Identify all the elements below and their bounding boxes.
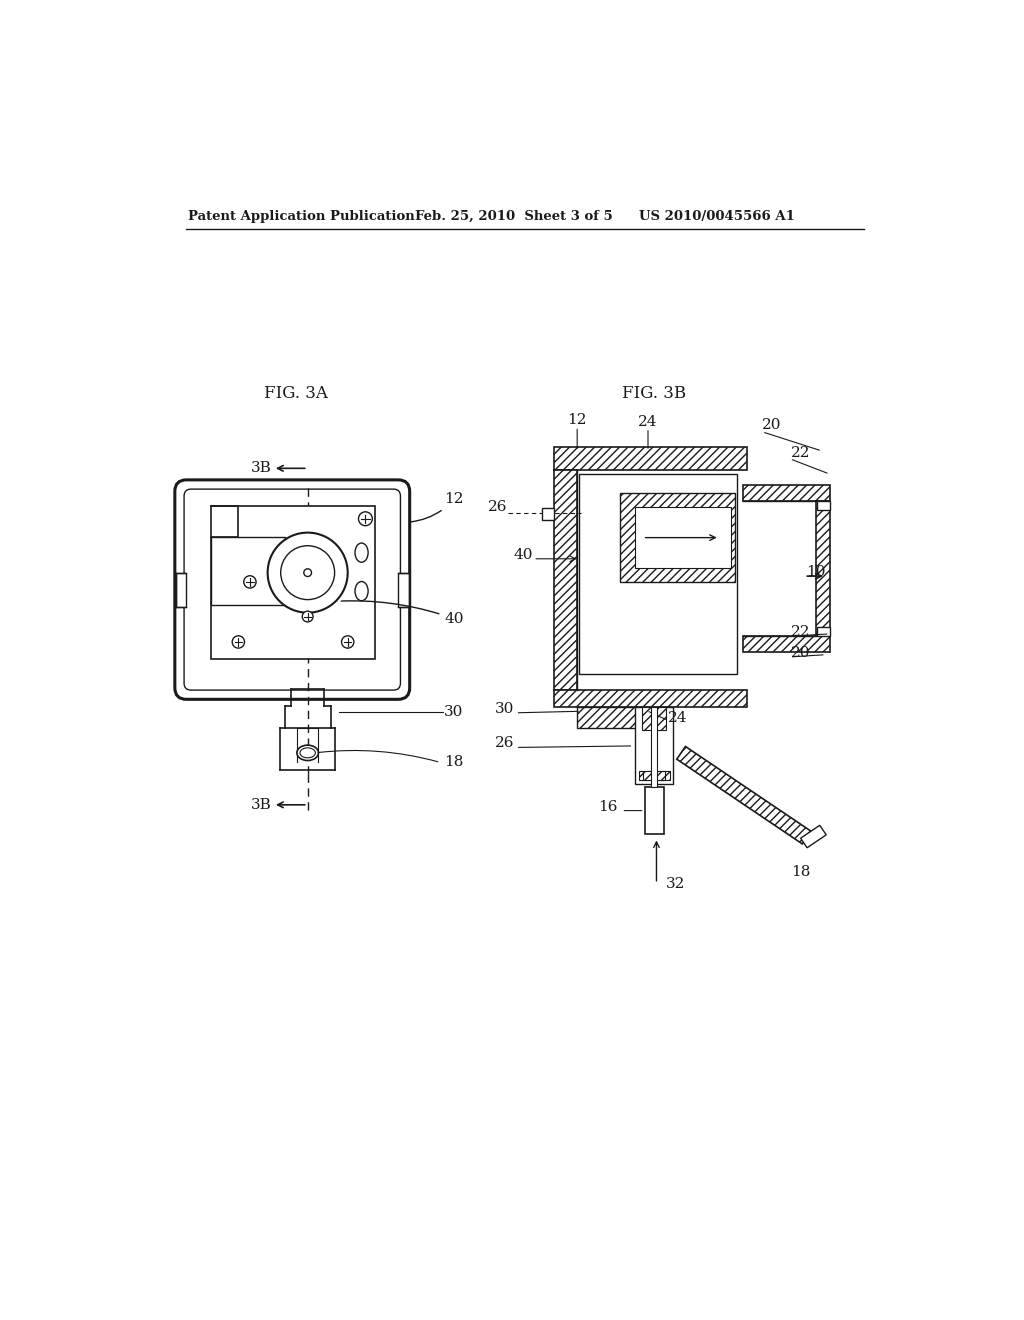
Text: 26: 26 — [495, 737, 514, 751]
Circle shape — [281, 545, 335, 599]
Bar — [635, 507, 731, 568]
Bar — [651, 706, 657, 788]
FancyBboxPatch shape — [175, 480, 410, 700]
Bar — [742, 636, 829, 652]
Text: FIG. 3B: FIG. 3B — [623, 384, 686, 401]
Text: 12: 12 — [567, 413, 587, 428]
Text: 18: 18 — [792, 865, 811, 879]
Circle shape — [342, 636, 354, 648]
Text: 30: 30 — [495, 702, 514, 715]
Circle shape — [304, 569, 311, 577]
Text: 3B: 3B — [251, 797, 271, 812]
Bar — [644, 788, 664, 834]
Text: 10: 10 — [806, 565, 825, 579]
Text: 12: 12 — [411, 492, 464, 521]
Bar — [211, 537, 285, 605]
Bar — [816, 500, 830, 510]
Text: 20: 20 — [762, 418, 781, 433]
Bar — [211, 507, 376, 659]
Text: Patent Application Publication: Patent Application Publication — [188, 210, 415, 223]
Bar — [580, 474, 737, 675]
Text: Feb. 25, 2010  Sheet 3 of 5: Feb. 25, 2010 Sheet 3 of 5 — [416, 210, 613, 223]
Bar — [643, 771, 665, 780]
Ellipse shape — [300, 748, 315, 758]
Circle shape — [267, 533, 348, 612]
Circle shape — [232, 636, 245, 648]
Text: 20: 20 — [792, 645, 811, 660]
Text: FIG. 3A: FIG. 3A — [264, 384, 328, 401]
Text: 16: 16 — [598, 800, 617, 813]
Text: 40: 40 — [513, 548, 534, 562]
Ellipse shape — [355, 543, 368, 562]
Bar — [801, 825, 826, 847]
Bar — [742, 486, 829, 500]
Bar — [816, 500, 829, 636]
Text: 22: 22 — [792, 446, 811, 461]
Text: 26: 26 — [488, 500, 508, 513]
Bar — [642, 706, 667, 730]
Text: 3B: 3B — [251, 461, 271, 475]
Text: 32: 32 — [666, 876, 685, 891]
Circle shape — [244, 576, 256, 589]
Bar — [639, 771, 670, 780]
Bar — [554, 447, 746, 470]
Bar — [542, 508, 554, 520]
Text: 24: 24 — [668, 711, 687, 725]
Circle shape — [358, 512, 373, 525]
Text: 18: 18 — [444, 755, 464, 770]
Text: 30: 30 — [444, 705, 464, 719]
Bar — [554, 689, 746, 706]
Circle shape — [302, 611, 313, 622]
Text: 22: 22 — [792, 626, 811, 639]
Text: 24: 24 — [638, 416, 657, 429]
Bar — [175, 573, 186, 607]
Bar — [635, 706, 674, 784]
Ellipse shape — [355, 582, 368, 601]
Bar — [578, 706, 670, 729]
Text: 40: 40 — [341, 601, 464, 626]
Bar — [620, 494, 735, 582]
Bar — [554, 470, 578, 689]
Ellipse shape — [297, 744, 318, 760]
Polygon shape — [677, 746, 811, 843]
Bar — [398, 573, 409, 607]
Text: US 2010/0045566 A1: US 2010/0045566 A1 — [639, 210, 795, 223]
Bar — [816, 627, 830, 636]
